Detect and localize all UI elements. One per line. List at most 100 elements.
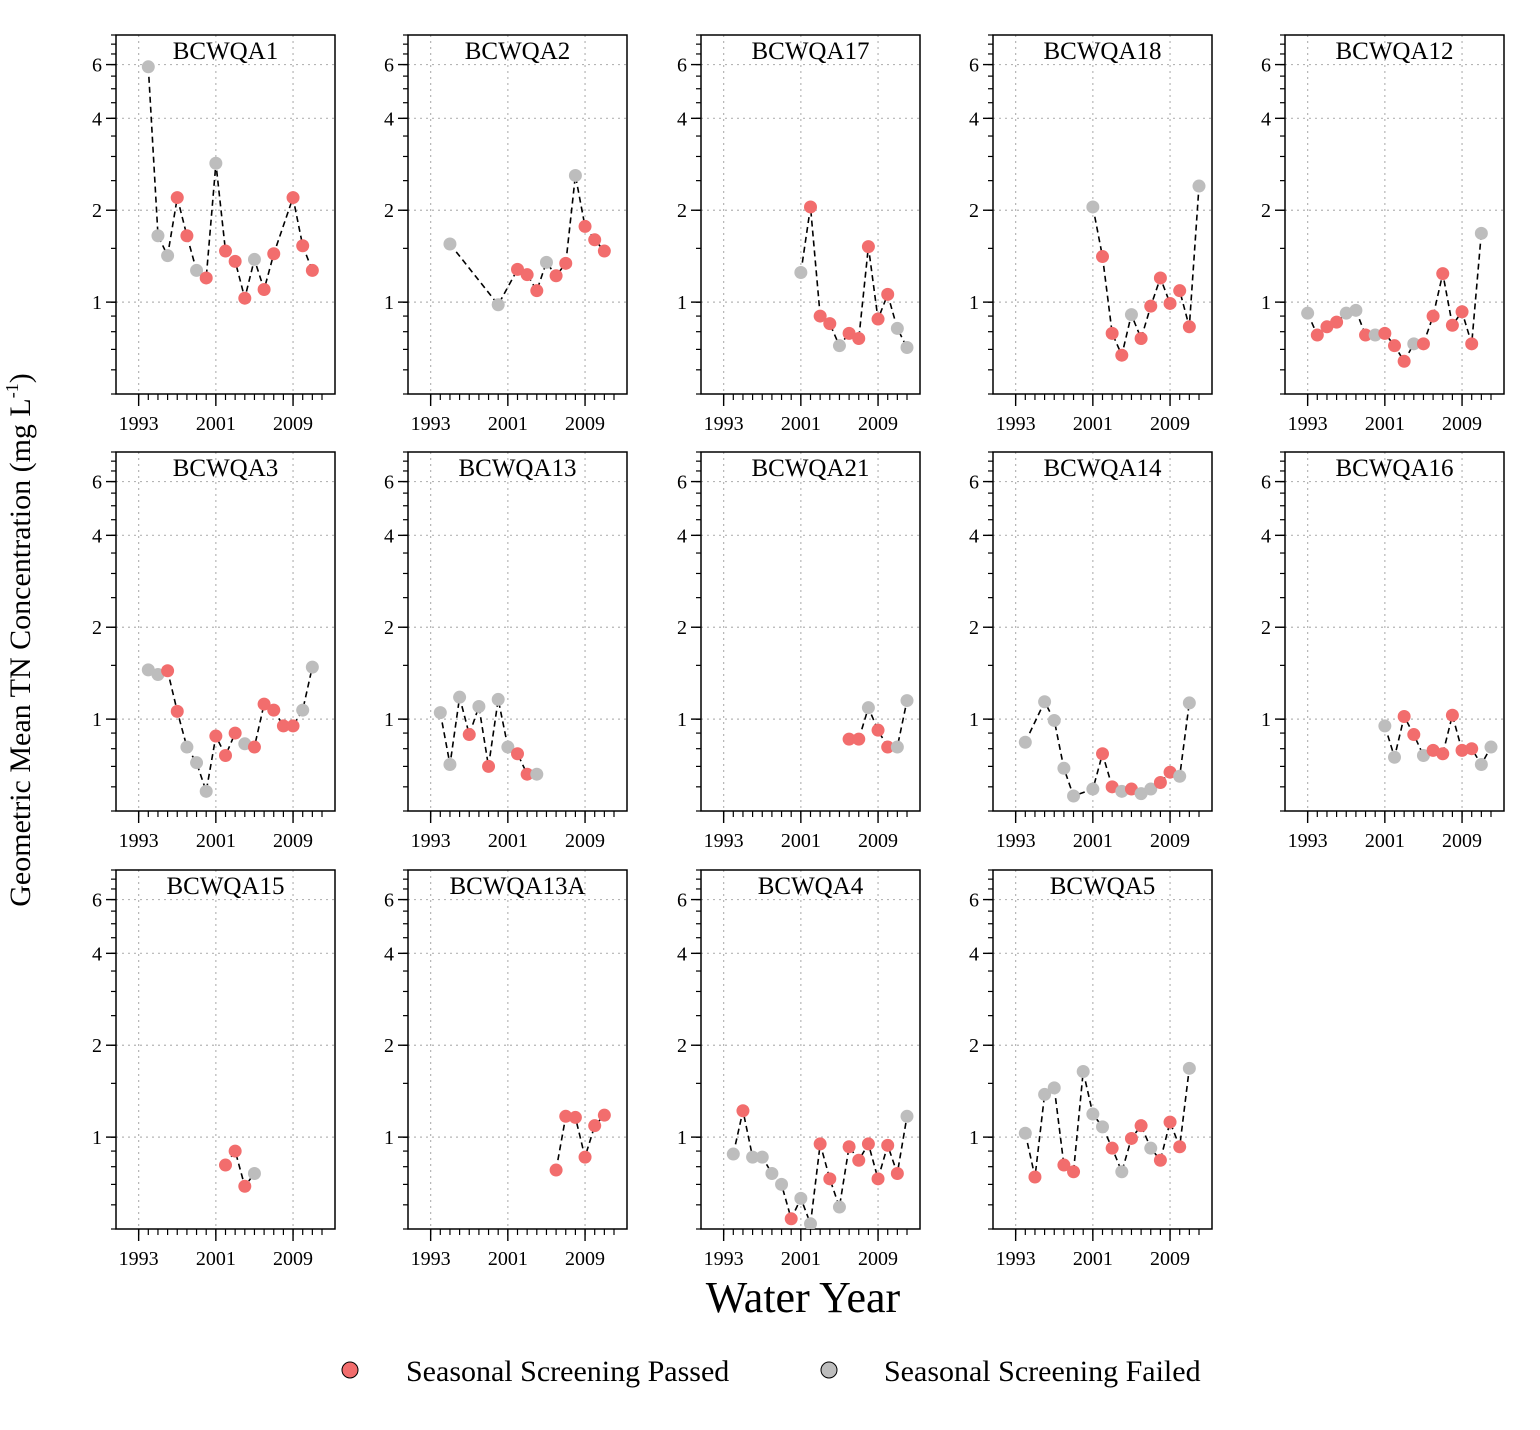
x-tick-label: 1993: [119, 830, 159, 852]
y-tick-label: 4: [384, 943, 394, 965]
legend-label-failed: Seasonal Screening Failed: [884, 1355, 1201, 1388]
data-point: [890, 1166, 904, 1180]
data-point: [1144, 1141, 1158, 1155]
data-point: [1310, 328, 1324, 342]
data-point: [1388, 339, 1401, 353]
data-point: [549, 269, 563, 283]
data-point: [141, 60, 155, 74]
panel-frame: [700, 451, 921, 812]
data-point: [1028, 1170, 1042, 1184]
data-point: [1096, 1120, 1109, 1134]
panel-bcwqa14: 1 2 4 6 1993 2001 2009 BCWQA14: [969, 451, 1213, 852]
panel-title: BCWQA12: [1335, 38, 1453, 65]
panel-data: [1378, 708, 1498, 772]
data-point: [199, 271, 213, 285]
data-point: [286, 719, 300, 733]
y-tick-label: 6: [92, 890, 102, 912]
x-tick-label: 2001: [1365, 830, 1405, 852]
data-point: [1076, 1065, 1090, 1079]
data-point: [1105, 780, 1119, 794]
data-point: [190, 263, 204, 277]
data-point: [1144, 299, 1158, 313]
data-point: [530, 284, 544, 298]
series-line: [449, 175, 605, 307]
data-point: [1455, 305, 1469, 319]
panel-bcwqa4: 1 2 4 6 1993 2001 2009 BCWQA4: [677, 869, 921, 1270]
panel-title: BCWQA14: [1043, 455, 1162, 482]
x-tick-label: 1993: [411, 830, 451, 852]
data-point: [1153, 271, 1167, 285]
y-tick-label: 2: [384, 200, 394, 222]
data-point: [1359, 328, 1373, 342]
data-point: [151, 229, 165, 243]
panel-bcwqa3: 1 2 4 6 1993 2001 2009 BCWQA3: [92, 451, 336, 852]
panel-bcwqa21: 1 2 4 6 1993 2001 2009 BCWQA21: [677, 451, 921, 852]
y-tick-label: 1: [384, 709, 394, 731]
data-point: [238, 1179, 252, 1193]
data-point: [559, 1109, 573, 1123]
data-point: [1407, 728, 1421, 742]
y-tick-label: 2: [969, 1035, 979, 1057]
data-point: [257, 697, 271, 711]
y-tick-label: 4: [92, 525, 102, 547]
data-point: [588, 233, 602, 247]
data-point: [1416, 337, 1430, 351]
panel-data: [1018, 695, 1196, 803]
data-point: [890, 321, 904, 335]
data-point: [1388, 750, 1401, 764]
data-point: [491, 692, 505, 706]
panel-data: [219, 1144, 261, 1193]
y-tick-label: 1: [1261, 709, 1271, 731]
y-tick-label: 2: [969, 200, 979, 222]
data-point: [228, 1144, 242, 1158]
x-tick-label: 2009: [1442, 830, 1482, 852]
data-point: [247, 1166, 261, 1180]
data-point: [568, 168, 582, 182]
data-point: [1173, 1140, 1187, 1154]
data-point: [784, 1212, 798, 1226]
y-tick-label: 2: [92, 617, 102, 639]
data-point: [1301, 306, 1315, 320]
y-tick-label: 2: [677, 200, 687, 222]
y-tick-label: 1: [92, 709, 102, 731]
data-point: [1378, 326, 1392, 340]
legend-marker-passed: [341, 1361, 359, 1379]
data-point: [881, 1138, 895, 1152]
legend: Seasonal Screening Passed Seasonal Scree…: [341, 1355, 1201, 1388]
data-point: [219, 244, 232, 258]
data-point: [1484, 740, 1498, 754]
x-tick-label: 1993: [704, 413, 744, 435]
y-tick-label: 6: [1261, 472, 1271, 494]
data-point: [1182, 696, 1196, 710]
y-tick-label: 6: [677, 890, 687, 912]
data-point: [1153, 775, 1167, 789]
x-tick-label: 1993: [996, 413, 1036, 435]
data-point: [1018, 1126, 1032, 1140]
data-point: [1436, 747, 1450, 761]
data-point: [736, 1104, 750, 1118]
data-point: [286, 191, 300, 205]
data-point: [1474, 226, 1488, 240]
y-tick-label: 1: [969, 292, 979, 314]
y-tick-label: 4: [1261, 525, 1271, 547]
y-tick-label: 6: [92, 472, 102, 494]
data-point: [1416, 748, 1430, 762]
data-point: [755, 1150, 769, 1164]
data-point: [813, 309, 827, 323]
y-tick-label: 2: [677, 617, 687, 639]
data-point: [568, 1110, 582, 1124]
data-point: [871, 723, 885, 737]
panel-data: [1301, 226, 1488, 368]
y-tick-label: 1: [92, 292, 102, 314]
data-point: [1474, 758, 1488, 772]
y-tick-label: 6: [969, 472, 979, 494]
data-point: [511, 747, 524, 761]
data-point: [1086, 200, 1100, 214]
panel-data: [1086, 179, 1206, 362]
data-point: [852, 331, 866, 345]
data-point: [1105, 326, 1119, 340]
y-axis-title: Geometric Mean TN Concentration (mg L-1): [2, 373, 37, 906]
data-point: [842, 732, 856, 746]
x-tick-label: 2009: [565, 413, 605, 435]
legend-marker-failed: [820, 1361, 838, 1379]
